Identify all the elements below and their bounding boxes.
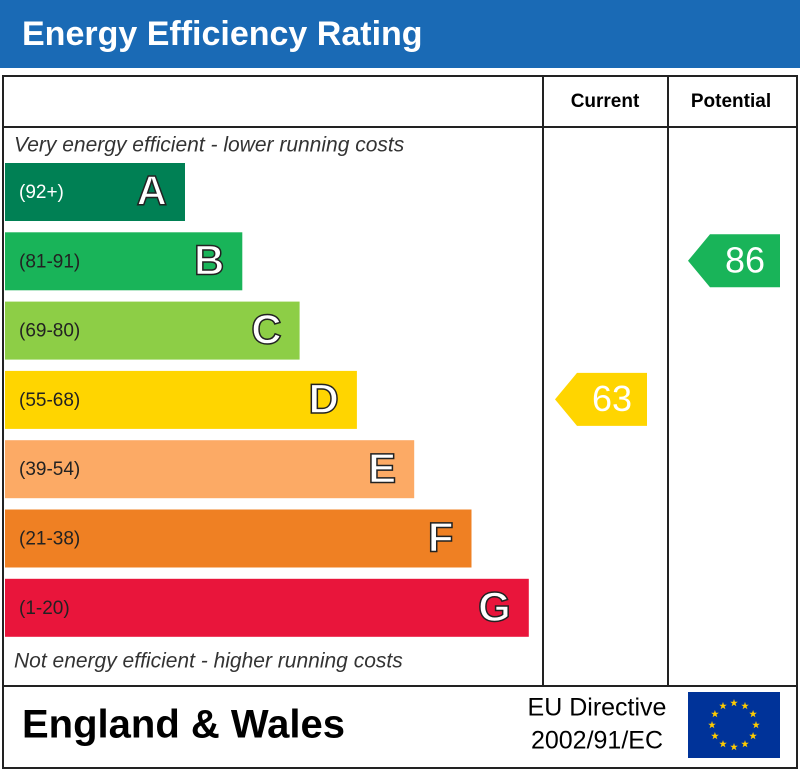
title-bar: [0, 0, 800, 68]
title: Energy Efficiency Rating: [22, 15, 423, 53]
band-range: (1-20): [19, 598, 70, 619]
band-bar: [5, 370, 357, 429]
band-bar: [5, 301, 300, 360]
frame: [2, 75, 798, 769]
band-range: (92+): [19, 182, 64, 203]
eu-star: [711, 710, 719, 718]
eu-star: [749, 732, 757, 740]
band-range: (69-80): [19, 321, 80, 342]
band-letter: D: [309, 375, 339, 422]
header-potential: Potential: [691, 91, 771, 112]
bottom-note: Not energy efficient - higher running co…: [14, 650, 403, 673]
eu-star: [741, 701, 749, 710]
top-note: Very energy efficient - lower running co…: [14, 134, 405, 157]
band-range: (21-38): [19, 529, 80, 550]
band-letter: B: [194, 236, 224, 283]
eu-star: [719, 701, 727, 710]
band-range: (81-91): [19, 251, 80, 272]
band-range: (55-68): [19, 390, 80, 411]
band-bar: [5, 232, 243, 291]
band-letter: E: [368, 444, 396, 491]
band-bar: [5, 440, 415, 499]
region: England & Wales: [22, 703, 345, 747]
eu-star: [741, 740, 749, 748]
header-current: Current: [571, 91, 640, 112]
potential-arrow: [688, 234, 780, 288]
potential-value: 86: [725, 239, 765, 280]
band-letter: G: [478, 583, 511, 630]
band-bar: [5, 578, 529, 637]
eu-star: [708, 721, 716, 729]
band-letter: F: [428, 514, 454, 561]
eu-star: [752, 721, 760, 729]
band-bar: [5, 509, 472, 568]
current-arrow: [555, 372, 647, 426]
band-range: (39-54): [19, 459, 80, 480]
eu-star: [730, 743, 738, 751]
directive-line1: EU Directive: [528, 694, 667, 722]
band-letter: C: [251, 306, 281, 353]
current-value: 63: [592, 378, 632, 419]
directive-line2: 2002/91/EC: [531, 727, 663, 755]
eu-star: [719, 740, 727, 748]
band-bar: [5, 163, 185, 221]
eu-star: [749, 710, 757, 718]
eu-star: [711, 732, 719, 740]
band-letter: A: [137, 167, 167, 214]
eu-star: [730, 699, 738, 707]
